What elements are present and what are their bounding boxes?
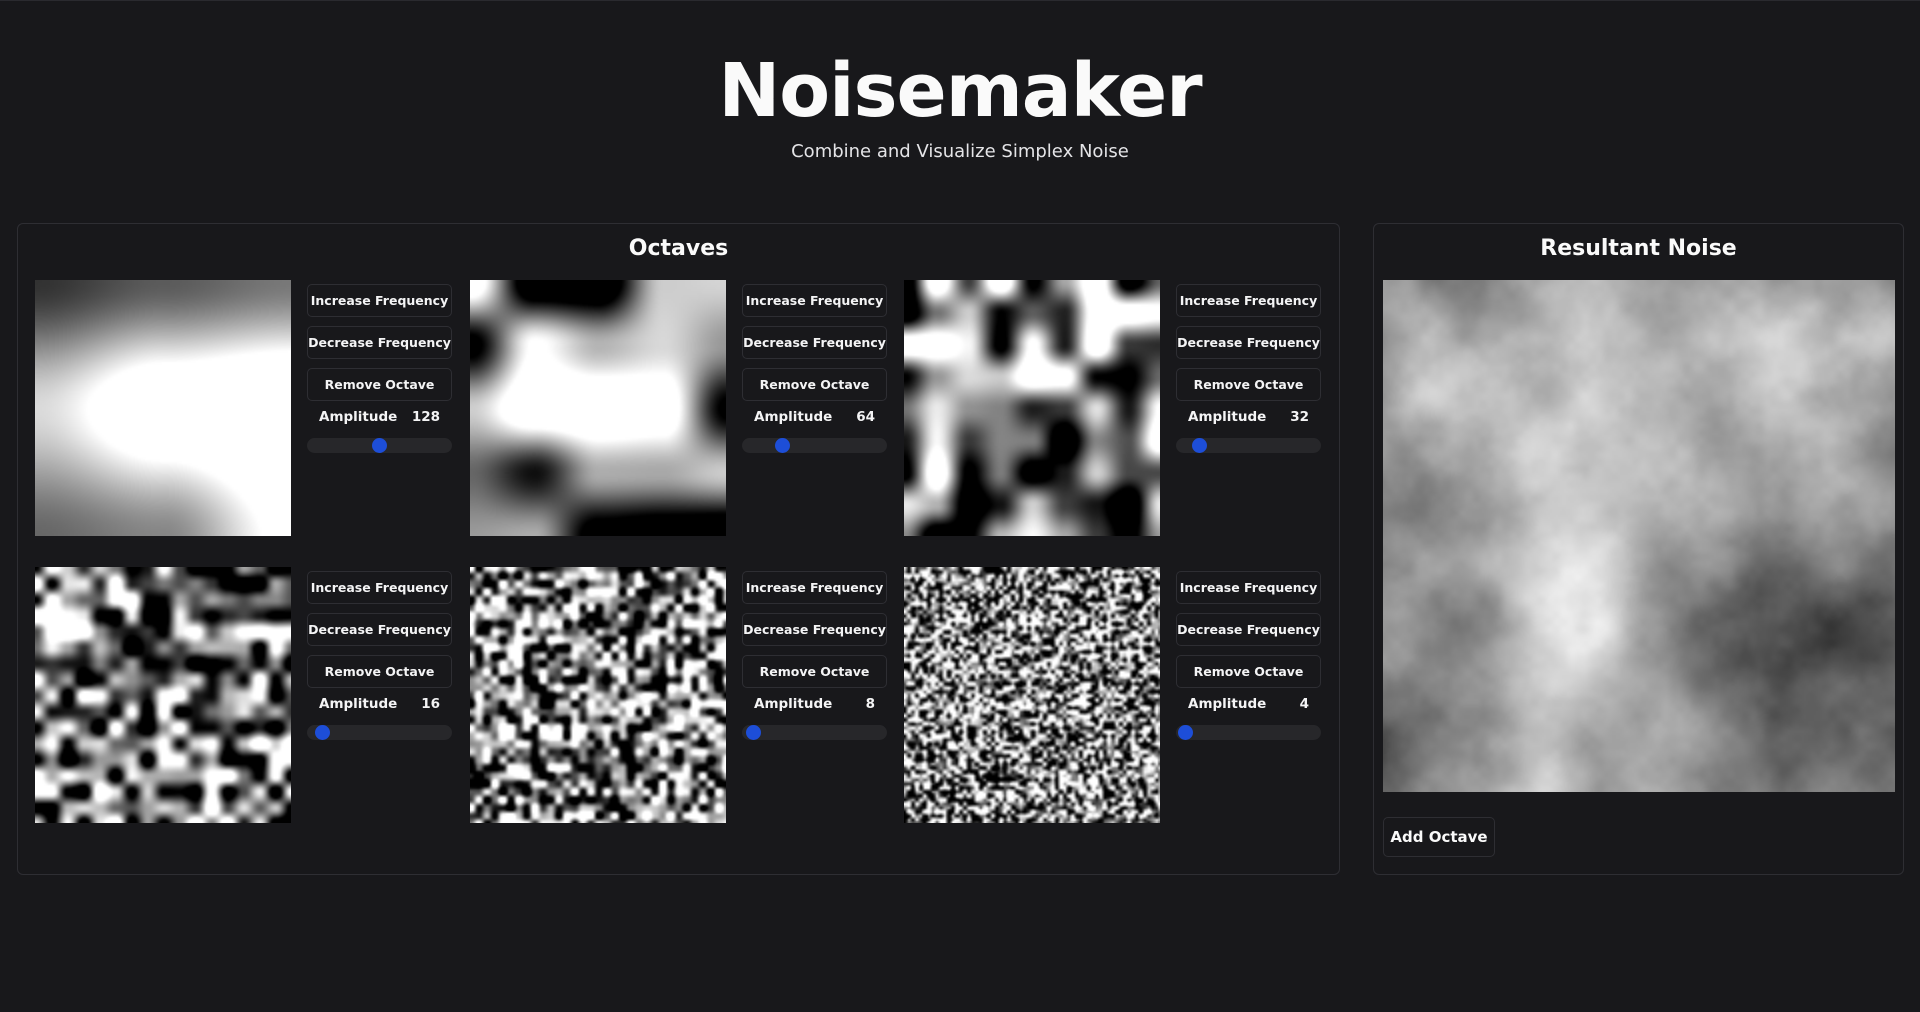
amplitude-row: Amplitude 32 [1176,409,1321,425]
octave-controls: Increase Frequency Decrease Frequency Re… [1176,284,1321,453]
amplitude-value: 128 [411,409,440,425]
amplitude-row: Amplitude 64 [742,409,887,425]
amplitude-slider-thumb[interactable] [1192,438,1208,453]
app-title: Noisemaker [718,48,1202,134]
amplitude-label: Amplitude [319,409,398,425]
amplitude-value: 16 [421,696,440,712]
octave-noise-image [904,280,1160,536]
remove-octave-button[interactable]: Remove Octave [1176,368,1321,401]
octave-controls: Increase Frequency Decrease Frequency Re… [742,284,887,453]
remove-octave-button[interactable]: Remove Octave [742,368,887,401]
remove-octave-button[interactable]: Remove Octave [1176,655,1321,688]
remove-octave-button[interactable]: Remove Octave [307,655,452,688]
header: Noisemaker Combine and Visualize Simplex… [0,51,1920,162]
decrease-frequency-button[interactable]: Decrease Frequency [1176,326,1321,359]
amplitude-slider-thumb[interactable] [1178,725,1194,740]
decrease-frequency-button[interactable]: Decrease Frequency [742,613,887,646]
octave-controls: Increase Frequency Decrease Frequency Re… [307,571,452,740]
octave-noise-image [470,280,726,536]
octave-card: Increase Frequency Decrease Frequency Re… [470,280,905,537]
amplitude-value: 32 [1290,409,1309,425]
resultant-noise-image [1383,280,1895,792]
amplitude-value: 8 [865,696,875,712]
amplitude-slider-thumb[interactable] [372,438,387,453]
amplitude-slider-thumb[interactable] [746,725,762,740]
decrease-frequency-button[interactable]: Decrease Frequency [307,326,452,359]
amplitude-slider[interactable] [307,725,452,740]
octave-noise-image [904,567,1160,823]
amplitude-row: Amplitude 4 [1176,696,1321,712]
amplitude-label: Amplitude [1188,696,1267,712]
octave-card: Increase Frequency Decrease Frequency Re… [35,567,470,824]
octaves-panel: Octaves Increase Frequency Decrease Freq… [17,223,1340,875]
increase-frequency-button[interactable]: Increase Frequency [307,571,452,604]
amplitude-slider-thumb[interactable] [315,725,331,740]
octave-noise-image [35,280,291,536]
amplitude-row: Amplitude 16 [307,696,452,712]
increase-frequency-button[interactable]: Increase Frequency [742,284,887,317]
amplitude-row: Amplitude 128 [307,409,452,425]
octave-controls: Increase Frequency Decrease Frequency Re… [1176,571,1321,740]
octave-card: Increase Frequency Decrease Frequency Re… [904,567,1339,824]
amplitude-value: 4 [1299,696,1309,712]
amplitude-label: Amplitude [754,696,833,712]
amplitude-slider[interactable] [742,438,887,453]
octave-controls: Increase Frequency Decrease Frequency Re… [742,571,887,740]
app-subtitle: Combine and Visualize Simplex Noise [791,141,1129,162]
decrease-frequency-button[interactable]: Decrease Frequency [742,326,887,359]
amplitude-label: Amplitude [319,696,398,712]
add-octave-button[interactable]: Add Octave [1383,817,1495,857]
decrease-frequency-button[interactable]: Decrease Frequency [1176,613,1321,646]
remove-octave-button[interactable]: Remove Octave [307,368,452,401]
amplitude-slider[interactable] [1176,725,1321,740]
octave-card: Increase Frequency Decrease Frequency Re… [35,280,470,537]
amplitude-label: Amplitude [754,409,833,425]
octave-controls: Increase Frequency Decrease Frequency Re… [307,284,452,453]
amplitude-slider[interactable] [742,725,887,740]
amplitude-slider[interactable] [1176,438,1321,453]
amplitude-value: 64 [856,409,875,425]
octave-noise-image [35,567,291,823]
amplitude-row: Amplitude 8 [742,696,887,712]
amplitude-slider[interactable] [307,438,452,453]
amplitude-slider-thumb[interactable] [774,438,790,453]
remove-octave-button[interactable]: Remove Octave [742,655,887,688]
octave-noise-image [470,567,726,823]
decrease-frequency-button[interactable]: Decrease Frequency [307,613,452,646]
octave-card: Increase Frequency Decrease Frequency Re… [470,567,905,824]
amplitude-label: Amplitude [1188,409,1267,425]
increase-frequency-button[interactable]: Increase Frequency [742,571,887,604]
result-panel: Resultant Noise Add Octave [1373,223,1904,875]
octaves-title: Octaves [628,236,729,261]
increase-frequency-button[interactable]: Increase Frequency [1176,571,1321,604]
increase-frequency-button[interactable]: Increase Frequency [1176,284,1321,317]
result-title: Resultant Noise [1540,236,1737,261]
increase-frequency-button[interactable]: Increase Frequency [307,284,452,317]
octave-card: Increase Frequency Decrease Frequency Re… [904,280,1339,537]
